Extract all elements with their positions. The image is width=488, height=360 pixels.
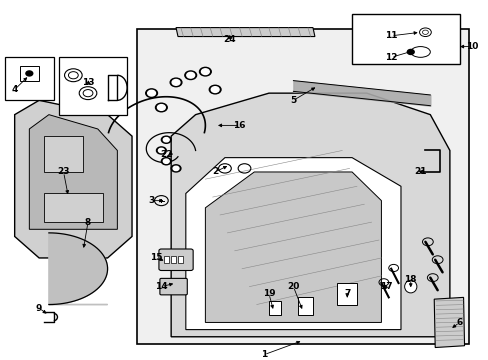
Circle shape [184, 71, 196, 80]
Bar [20, 66, 39, 81]
Circle shape [173, 166, 179, 171]
Text: 24: 24 [223, 35, 236, 44]
Ellipse shape [404, 280, 416, 293]
Bar [5, 57, 54, 100]
Circle shape [147, 90, 155, 96]
Bar [171, 256, 176, 263]
Text: 6: 6 [456, 318, 462, 327]
Bar [337, 283, 356, 305]
Text: 15: 15 [150, 253, 163, 262]
Bar [268, 301, 281, 315]
Bar [44, 193, 102, 222]
Circle shape [407, 49, 413, 54]
Circle shape [209, 85, 221, 94]
Text: 11: 11 [384, 31, 397, 40]
Circle shape [145, 89, 157, 98]
Polygon shape [433, 297, 464, 347]
Text: 18: 18 [404, 275, 416, 284]
Circle shape [163, 138, 169, 142]
Bar [298, 297, 312, 315]
Circle shape [156, 147, 166, 154]
Text: 19: 19 [262, 289, 275, 298]
Text: 3: 3 [148, 196, 154, 205]
Polygon shape [171, 93, 449, 337]
Circle shape [26, 71, 33, 76]
Circle shape [172, 80, 180, 85]
Polygon shape [15, 100, 132, 258]
Polygon shape [29, 114, 117, 229]
Circle shape [158, 148, 164, 153]
Circle shape [201, 69, 209, 75]
Circle shape [171, 165, 181, 172]
Bar [59, 57, 127, 114]
Polygon shape [185, 158, 400, 330]
Circle shape [161, 136, 171, 143]
Text: 21: 21 [413, 167, 426, 176]
Text: 1: 1 [261, 350, 266, 359]
Text: 16: 16 [233, 121, 245, 130]
Bar [351, 14, 459, 64]
Circle shape [163, 159, 169, 163]
Text: 23: 23 [57, 167, 70, 176]
Text: 8: 8 [85, 218, 91, 227]
Circle shape [170, 78, 182, 87]
Text: 20: 20 [286, 282, 299, 291]
Text: 22: 22 [160, 149, 172, 158]
Text: 17: 17 [379, 282, 392, 291]
Circle shape [157, 105, 165, 111]
Circle shape [211, 87, 219, 93]
Polygon shape [205, 172, 381, 323]
FancyBboxPatch shape [160, 278, 187, 295]
Bar [44, 136, 83, 172]
Bar [163, 256, 168, 263]
Circle shape [199, 67, 211, 76]
Text: 5: 5 [290, 96, 296, 105]
Bar [178, 256, 183, 263]
Text: 7: 7 [343, 289, 350, 298]
Text: 10: 10 [465, 42, 477, 51]
Ellipse shape [410, 46, 429, 57]
Bar [137, 29, 468, 344]
Polygon shape [176, 28, 314, 37]
FancyBboxPatch shape [159, 249, 193, 270]
Text: 13: 13 [81, 78, 94, 87]
Text: 4: 4 [11, 85, 18, 94]
Circle shape [161, 158, 171, 165]
Polygon shape [49, 233, 107, 305]
Text: 9: 9 [36, 303, 42, 312]
Text: 2: 2 [212, 167, 218, 176]
Circle shape [155, 103, 167, 112]
Text: 14: 14 [155, 282, 167, 291]
Text: 12: 12 [384, 53, 397, 62]
Circle shape [186, 72, 194, 78]
